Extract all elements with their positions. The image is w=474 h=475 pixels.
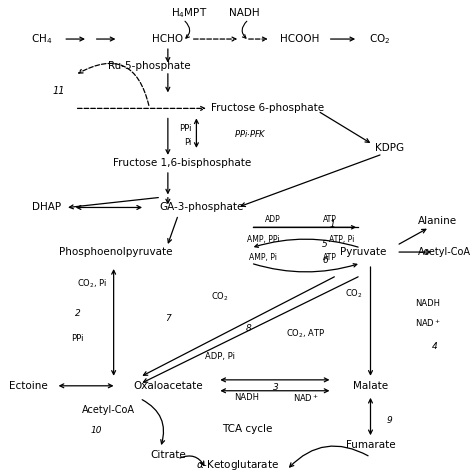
Text: KDPG: KDPG [375, 143, 404, 153]
Text: Oxaloacetate: Oxaloacetate [133, 381, 203, 391]
Text: 9: 9 [387, 416, 392, 425]
Text: 1: 1 [329, 220, 335, 229]
Text: HCOOH: HCOOH [281, 34, 320, 44]
Text: ATP, Pi: ATP, Pi [329, 235, 355, 244]
Text: CO$_2$, ATP: CO$_2$, ATP [286, 327, 326, 340]
Text: 2: 2 [74, 309, 81, 318]
Text: 3: 3 [273, 383, 278, 392]
Text: HCHO: HCHO [152, 34, 183, 44]
Text: CH$_4$: CH$_4$ [31, 32, 52, 46]
Text: 5: 5 [322, 239, 328, 248]
Text: TCA cycle: TCA cycle [222, 424, 272, 435]
Text: ADP, Pi: ADP, Pi [205, 352, 235, 361]
Text: NAD$^+$: NAD$^+$ [293, 392, 319, 404]
Text: Fumarate: Fumarate [346, 440, 395, 450]
Text: AMP, Pi: AMP, Pi [249, 253, 277, 262]
Text: NADH: NADH [415, 299, 440, 308]
Text: NADH: NADH [228, 8, 259, 18]
Text: ATP: ATP [323, 215, 337, 224]
Text: PPi: PPi [71, 334, 84, 343]
Text: Fructose 1,6-bisphosphate: Fructose 1,6-bisphosphate [113, 158, 251, 168]
Text: GA-3-phosphate: GA-3-phosphate [159, 202, 243, 212]
Text: PPi: PPi [179, 124, 191, 133]
Text: ADP: ADP [264, 215, 281, 224]
Text: Ru-5-phosphate: Ru-5-phosphate [108, 61, 191, 71]
Text: DHAP: DHAP [33, 202, 62, 212]
Text: $\it{PPi{\cdot}PFK}$: $\it{PPi{\cdot}PFK}$ [235, 128, 267, 139]
Text: 7: 7 [165, 314, 171, 323]
Text: CO$_2$: CO$_2$ [369, 32, 391, 46]
Text: Ectoine: Ectoine [9, 381, 47, 391]
Text: CO$_2$: CO$_2$ [345, 287, 362, 300]
Text: AMP, PPi: AMP, PPi [246, 235, 279, 244]
Text: $\alpha$-Ketoglutarate: $\alpha$-Ketoglutarate [196, 458, 279, 472]
Text: Pyruvate: Pyruvate [340, 247, 386, 257]
Text: Phosphoenolpyruvate: Phosphoenolpyruvate [59, 247, 172, 257]
Text: 11: 11 [52, 86, 65, 95]
Text: H$_4$MPT: H$_4$MPT [171, 6, 207, 20]
Text: Citrate: Citrate [150, 450, 186, 460]
Text: Pi: Pi [184, 138, 191, 147]
Text: Alanine: Alanine [418, 216, 456, 227]
Text: 4: 4 [431, 342, 437, 351]
Text: Acetyl-CoA: Acetyl-CoA [418, 247, 471, 257]
Text: Acetyl-CoA: Acetyl-CoA [82, 405, 135, 415]
Text: 8: 8 [246, 324, 252, 333]
Text: 10: 10 [91, 426, 102, 435]
Text: CO$_2$, Pi: CO$_2$, Pi [76, 277, 107, 290]
Text: 6: 6 [322, 256, 328, 266]
Text: Fructose 6-phosphate: Fructose 6-phosphate [210, 104, 324, 114]
Text: NADH: NADH [234, 393, 259, 402]
Text: CO$_2$: CO$_2$ [211, 290, 229, 303]
Text: NAD$^+$: NAD$^+$ [415, 317, 441, 329]
Text: ATP: ATP [323, 253, 337, 262]
Text: Malate: Malate [353, 381, 388, 391]
